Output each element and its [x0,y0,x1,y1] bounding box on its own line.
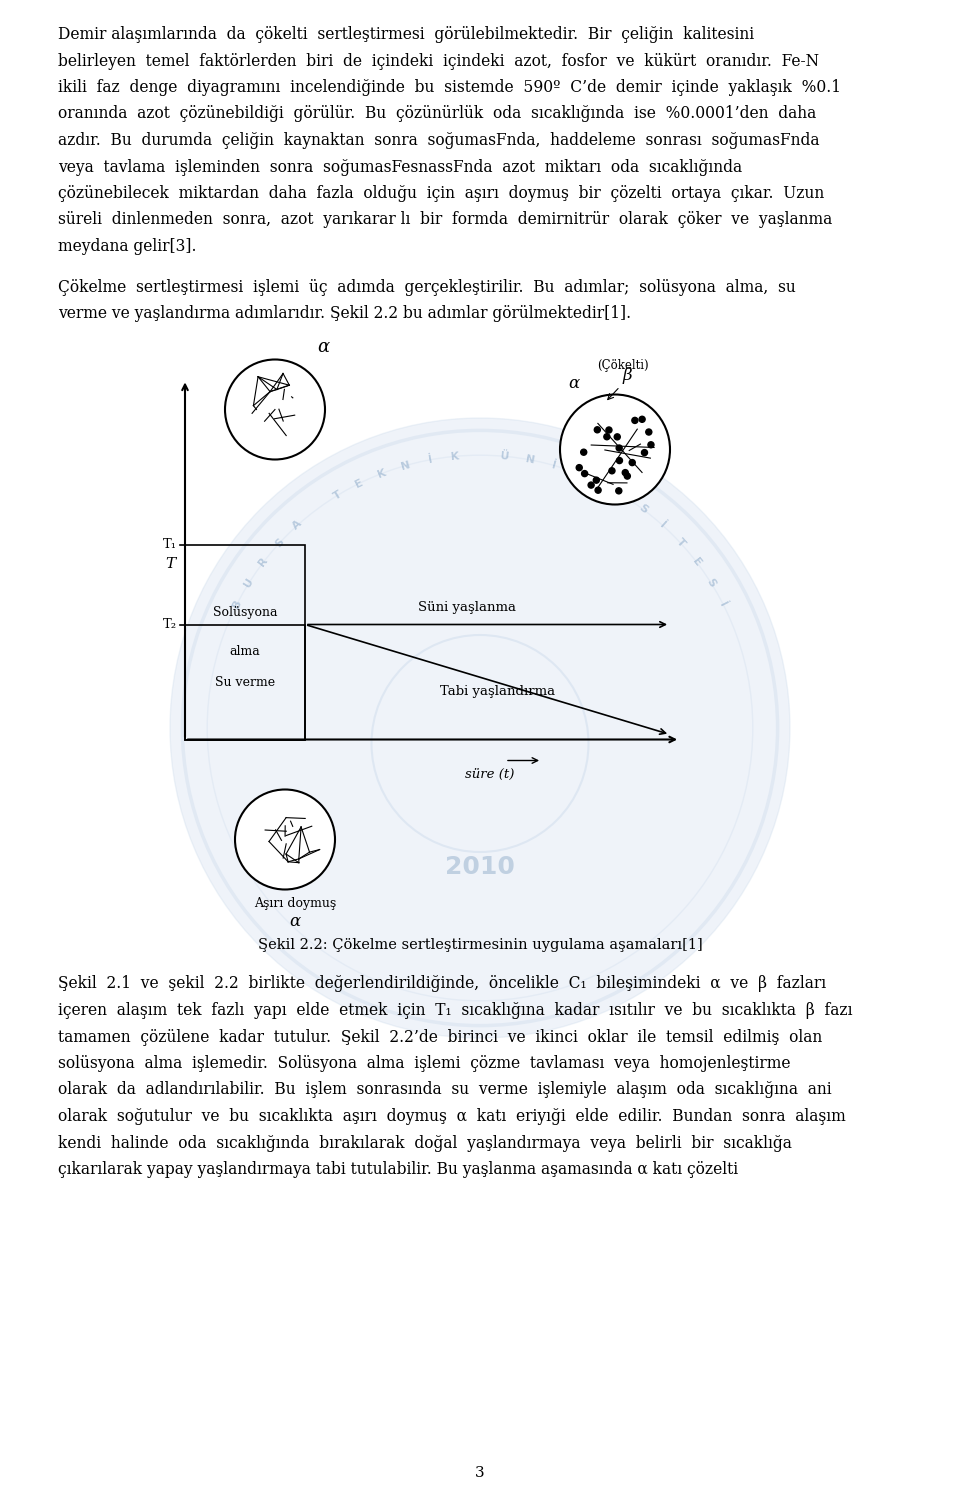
Text: İ: İ [551,460,558,470]
Bar [185,624,305,739]
Circle shape [235,790,335,890]
Circle shape [639,416,645,422]
Text: α: α [317,338,329,356]
Text: Tabi yaşlandırma: Tabi yaşlandırma [440,685,555,698]
Circle shape [582,470,588,477]
Circle shape [609,467,615,474]
Text: Şekil 2.2: Çökelme sertleştirmesinin uygulama aşamaları[1]: Şekil 2.2: Çökelme sertleştirmesinin u… [257,938,703,952]
Circle shape [641,449,647,455]
Text: çıkarılarak yapay yaşlandırmaya tabi tutulabilir. Bu yaşlanma aşamasında α ka: çıkarılarak yapay yaşlandırmaya tabi tu… [58,1161,738,1178]
Circle shape [646,428,652,434]
Text: veya  tavlama  işleminden  sonra  soğumasFesnassFnda  azot  miktarı  oda  sıcakl: veya tavlama işleminden sonra soğumasFes… [58,158,742,175]
Text: S: S [637,504,649,516]
Circle shape [593,477,599,483]
Text: α: α [289,912,300,929]
Text: oranında  azot  çözünebildiği  görülür.  Bu  çözünürlük  oda  sıcaklığında  ise : oranında azot çözünebildiği görülür. Bu … [58,106,816,122]
Text: alma: alma [229,645,260,659]
Text: (Çökelti): (Çökelti) [597,359,649,372]
Text: S: S [274,537,286,549]
Text: R: R [616,489,629,502]
Circle shape [648,442,654,448]
Text: T: T [331,489,344,502]
Text: solüsyona  alma  işlemedir.  Solüsyona  alma  işlemi  çözme  tavlaması  veya  ho: solüsyona alma işlemedir. Solüsyona alma… [58,1056,790,1072]
Text: ikili  faz  denge  diyagramını  incelendiğinde  bu  sistemde  590º  C’de  demir : ikili faz denge diyagramını incelendiğin… [58,78,841,97]
Text: Şekil  2.1  ve  şekil  2.2  birlikte  değerlendirildiğinde,  öncelikle  C₁  bi: Şekil 2.1 ve şekil 2.2 birlikte değerl… [58,976,827,992]
Text: olarak  da  adlandırılabilir.  Bu  işlem  sonrasında  su  verme  işlemiyle  alaş: olarak da adlandırılabilir. Bu işlem son… [58,1081,831,1098]
Circle shape [632,418,637,424]
Text: Aşırı doymuş: Aşırı doymuş [253,897,336,911]
Circle shape [615,487,622,493]
Text: içeren  alaşım  tek  fazlı  yapı  elde  etmek  için  T₁  sıcaklığına  kadar  ısı: içeren alaşım tek fazlı yapı elde etmek … [58,1001,852,1019]
Circle shape [170,418,790,1038]
Text: E: E [690,556,703,569]
Circle shape [581,449,587,455]
Circle shape [616,445,622,451]
Text: İ: İ [427,454,433,464]
Circle shape [629,460,636,466]
Text: Su verme: Su verme [215,676,276,689]
Text: çözünebilecek  miktardan  daha  fazla  olduğu  için  aşırı  doymuş  bir  çözelt: çözünebilecek miktardan daha fazla olduğ… [58,185,825,202]
Circle shape [624,474,631,480]
Text: S: S [705,576,717,588]
Text: T₂: T₂ [163,618,177,630]
Text: 2010: 2010 [445,855,515,879]
Circle shape [614,434,620,440]
Text: verme ve yaşlandırma adımlarıdır. Şekil 2.2 bu adımlar görülmektedir[1].: verme ve yaşlandırma adımlarıdır. Şeki… [58,305,631,323]
Circle shape [616,457,622,463]
Text: Çökelme  sertleştirmesi  işlemi  üç  adımda  gerçekleştirilir.  Bu  adımlar;  : Çökelme sertleştirmesi işlemi üç adımda… [58,279,796,296]
Text: T: T [674,537,686,549]
Text: N: N [524,454,535,466]
Circle shape [622,469,628,475]
Text: meydana gelir[3].: meydana gelir[3]. [58,238,197,255]
Text: belirleyen  temel  faktörlerden  biri  de  içindeki  içindeki  azot,  fosfor  ve: belirleyen temel faktörlerden biri de iç… [58,53,819,69]
Text: U: U [243,576,256,590]
Text: α: α [568,375,579,392]
Text: T₁: T₁ [163,538,177,550]
Text: tamamen  çözülene  kadar  tutulur.  Şekil  2.2’de  birinci  ve  ikinci  oklar  : tamamen çözülene kadar tutulur. Şekil 2… [58,1028,823,1045]
Text: azdır.  Bu  durumda  çeliğin  kaynaktan  sonra  soğumasFnda,  haddeleme  sonrası: azdır. Bu durumda çeliğin kaynaktan sonr… [58,133,820,149]
Text: İ: İ [718,600,729,608]
Text: Ü: Ü [500,451,510,461]
Text: süreli  dinlenmeden  sonra,  azot  yarıkarar lı  bir  formda  demirnitrür  olara: süreli dinlenmeden sonra, azot yarıkarar… [58,211,832,229]
Circle shape [588,483,594,489]
Circle shape [595,487,601,493]
Text: Süni yaşlanma: Süni yaşlanma [419,602,516,614]
Text: olarak  soğutulur  ve  bu  sıcaklıkta  aşırı  doymuş  α  katı  eriyıği  elde  : olarak soğutulur ve bu sıcaklıkta aşırı… [58,1108,846,1125]
Bar [185,544,305,739]
Circle shape [225,359,325,460]
Text: β: β [622,368,632,385]
Circle shape [594,427,600,433]
Circle shape [576,464,583,470]
Circle shape [560,395,670,505]
Circle shape [606,427,612,433]
Text: 3: 3 [475,1466,485,1479]
Text: R: R [257,555,270,569]
Text: N: N [400,460,412,472]
Text: A: A [291,519,304,532]
Text: K: K [376,467,388,480]
Text: Solüsyona: Solüsyona [213,606,277,620]
Text: K: K [450,451,460,461]
Text: Demir alaşımlarında  da  çökelti  sertleştirmesi  görülebilmektedir.  Bir  çeli: Demir alaşımlarında da çökelti sertleşt… [58,26,755,44]
Text: B: B [230,599,243,611]
Text: süre (t): süre (t) [466,768,515,781]
Text: V: V [572,467,584,480]
Text: E: E [353,477,365,490]
Text: İ: İ [658,520,667,531]
Text: T: T [165,558,175,572]
Text: kendi  halinde  oda  sıcaklığında  bırakılarak  doğal  yaşlandırmaya  veya  bel: kendi halinde oda sıcaklığında bırakılar… [58,1134,792,1152]
Circle shape [604,434,610,440]
Text: E: E [595,477,607,490]
